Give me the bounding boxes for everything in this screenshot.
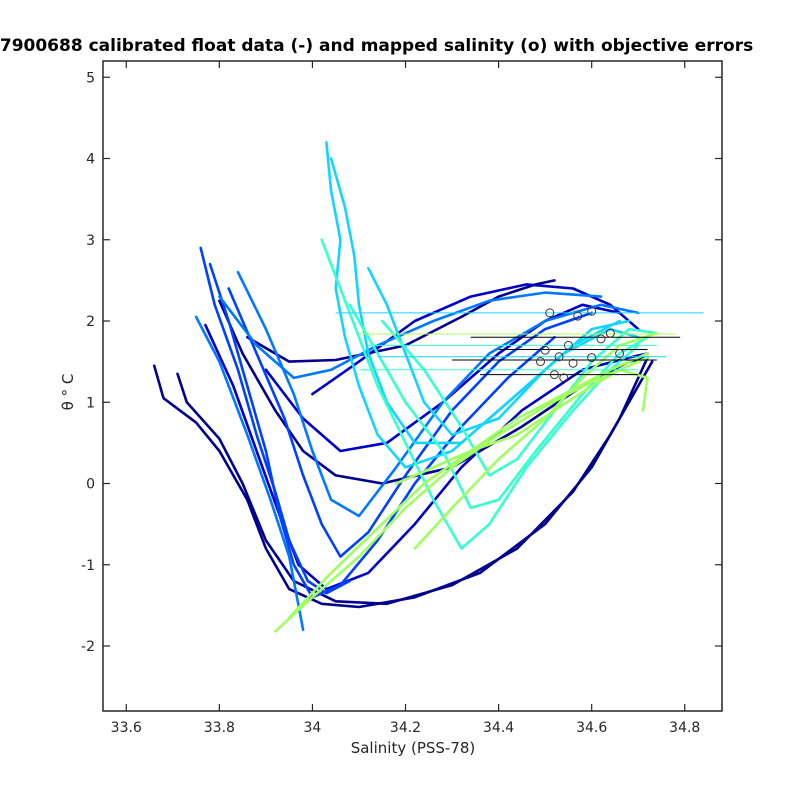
float-profile-line bbox=[367, 266, 631, 437]
y-tick-label: 3 bbox=[86, 233, 95, 249]
x-tick-label: 34.6 bbox=[576, 720, 607, 736]
chart-title: R7900688 calibrated float data (-) and m… bbox=[0, 36, 754, 56]
mapped-salinity-point bbox=[587, 306, 597, 316]
mapped-salinity-point bbox=[568, 358, 578, 368]
error-bars bbox=[335, 312, 704, 376]
y-tick-label: 1 bbox=[86, 395, 95, 411]
mapped-salinity-point bbox=[554, 352, 564, 362]
y-tick-label: 2 bbox=[86, 314, 95, 330]
float-profile-line bbox=[394, 368, 649, 485]
x-tick-label: 34 bbox=[304, 720, 322, 736]
mapped-salinity-point bbox=[535, 357, 545, 367]
float-profile-line bbox=[227, 287, 593, 558]
y-tick-label: -1 bbox=[81, 558, 95, 574]
float-profile-line bbox=[320, 238, 640, 550]
float-profile-line bbox=[176, 360, 654, 606]
mapped-salinity-point bbox=[545, 308, 555, 318]
axis-labels: Salinity (PSS-78) θ ° C bbox=[59, 374, 475, 757]
mapped-salinity-points bbox=[535, 306, 625, 383]
x-tick-label: 33.8 bbox=[204, 720, 235, 736]
y-tick-label: 0 bbox=[86, 477, 95, 493]
y-tick-label: 5 bbox=[86, 70, 95, 86]
mapped-salinity-point bbox=[605, 328, 615, 338]
mapped-salinity-point bbox=[615, 349, 625, 358]
x-axis-label: Salinity (PSS-78) bbox=[351, 739, 476, 757]
float-profile-line bbox=[236, 270, 640, 518]
mapped-salinity-point bbox=[540, 345, 550, 355]
y-tick-label: 4 bbox=[86, 152, 95, 168]
y-tick-label: -2 bbox=[81, 639, 95, 655]
y-axis-label: θ ° C bbox=[59, 374, 77, 411]
float-profiles bbox=[152, 141, 659, 633]
plot-frame bbox=[102, 60, 723, 712]
mapped-salinity-point bbox=[587, 353, 597, 363]
mapped-salinity-point bbox=[596, 334, 606, 344]
float-profile-line bbox=[194, 315, 305, 632]
x-tick-label: 33.6 bbox=[111, 720, 142, 736]
mapped-salinity-point bbox=[573, 311, 583, 321]
x-tick-label: 34.8 bbox=[669, 720, 700, 736]
float-profile-line bbox=[380, 319, 659, 477]
mapped-salinity-point bbox=[559, 373, 569, 383]
x-tick-label: 34.4 bbox=[483, 720, 514, 736]
mapped-salinity-point bbox=[549, 370, 559, 380]
x-tick-label: 34.2 bbox=[390, 720, 421, 736]
float-profile-line bbox=[246, 279, 556, 363]
mapped-salinity-point bbox=[563, 340, 573, 350]
